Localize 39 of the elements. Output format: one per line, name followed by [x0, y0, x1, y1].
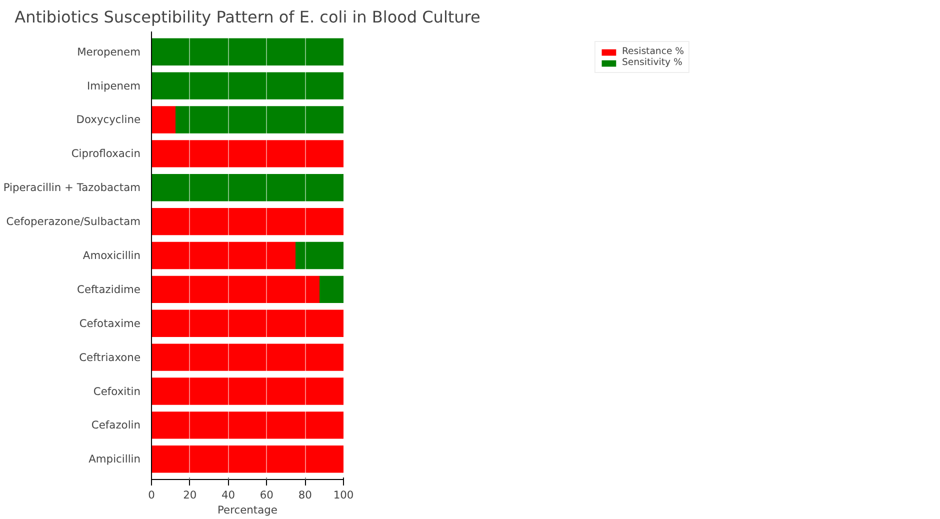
bar — [152, 310, 344, 337]
x-axis-title: Percentage — [218, 504, 278, 516]
y-tick-label: Cefotaxime — [79, 316, 141, 330]
x-tick-label: 40 — [222, 488, 236, 502]
y-tick-label: Doxycycline — [76, 113, 140, 126]
bar — [320, 276, 344, 304]
y-tick-label: Piperacillin + Tazobactam — [3, 181, 141, 194]
y-tick-label: Cefazolin — [91, 418, 141, 432]
y-tick-label: Ceftriaxone — [79, 350, 141, 364]
x-tick-label: 20 — [183, 488, 197, 502]
x-tick-label: 0 — [148, 488, 156, 502]
bar — [152, 208, 344, 236]
y-tick-label: Amoxicillin — [82, 249, 141, 262]
y-tick-label: Meropenem — [77, 45, 141, 58]
bar — [152, 140, 344, 168]
y-tick-label: Ciprofloxacin — [71, 147, 141, 160]
y-tick-label: Ampicillin — [88, 452, 141, 466]
legend-label: Resistance % — [622, 46, 684, 57]
bar — [152, 344, 344, 371]
y-tick-label: Ceftazidime — [77, 282, 141, 296]
bar — [296, 242, 344, 270]
bar — [152, 412, 344, 439]
bar — [152, 72, 344, 100]
x-tick-label: 100 — [333, 488, 354, 502]
bar — [152, 106, 176, 134]
bar — [152, 276, 320, 304]
y-tick-label: Cefoperazone/Sulbactam — [6, 215, 140, 228]
y-tick-label: Cefoxitin — [93, 384, 141, 398]
chart-title: Antibiotics Susceptibility Pattern of E. coli in Blood Culture — [14, 8, 480, 26]
bar — [176, 106, 344, 134]
bar — [152, 242, 296, 270]
bar — [152, 38, 344, 66]
bar — [152, 174, 344, 202]
bar — [152, 378, 344, 405]
bar — [152, 446, 344, 473]
x-tick-label: 60 — [260, 488, 274, 502]
legend-label: Sensitivity % — [622, 57, 682, 68]
y-tick-label: Imipenem — [87, 79, 141, 92]
x-tick-label: 80 — [298, 488, 312, 502]
